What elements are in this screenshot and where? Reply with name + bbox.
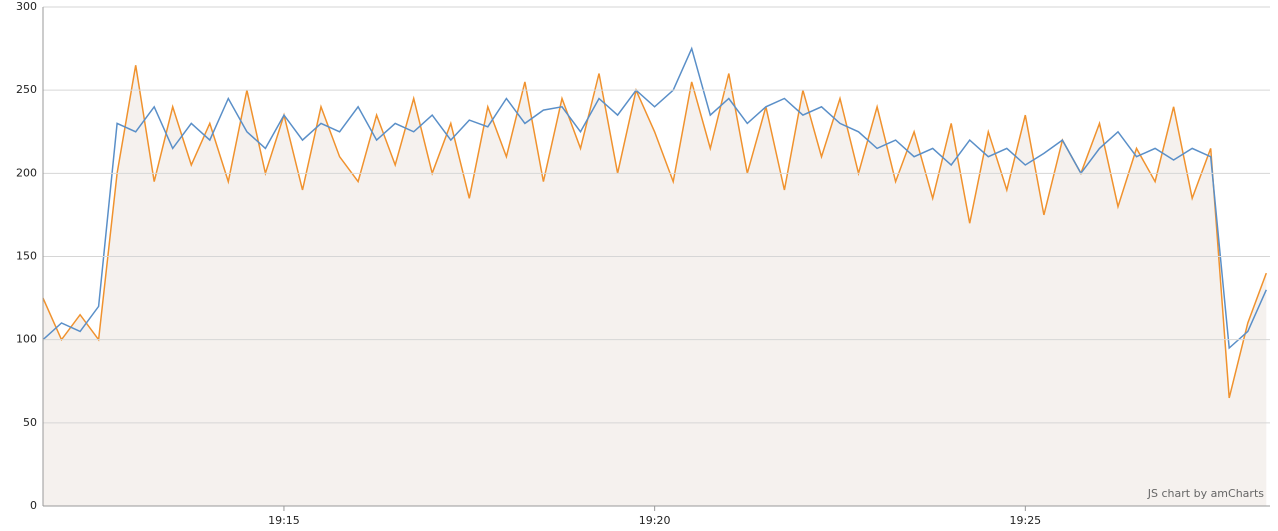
y-tick-label: 0 (30, 499, 37, 512)
line (42, 46, 1267, 350)
y-tick-label: 300 (16, 0, 37, 13)
credit: JS chart by amCharts (1147, 487, 1264, 500)
x-tick-label: 19:25 (1009, 514, 1041, 527)
y-tick-label: 150 (16, 250, 37, 263)
y-tick-label: 200 (16, 166, 37, 179)
x-tick-label: 19:15 (268, 514, 300, 527)
y-tick-label: 250 (16, 83, 37, 96)
x-tick-label: 19:20 (639, 514, 671, 527)
y-tick-label: 100 (16, 333, 37, 346)
y-tick-label: 50 (23, 416, 37, 429)
